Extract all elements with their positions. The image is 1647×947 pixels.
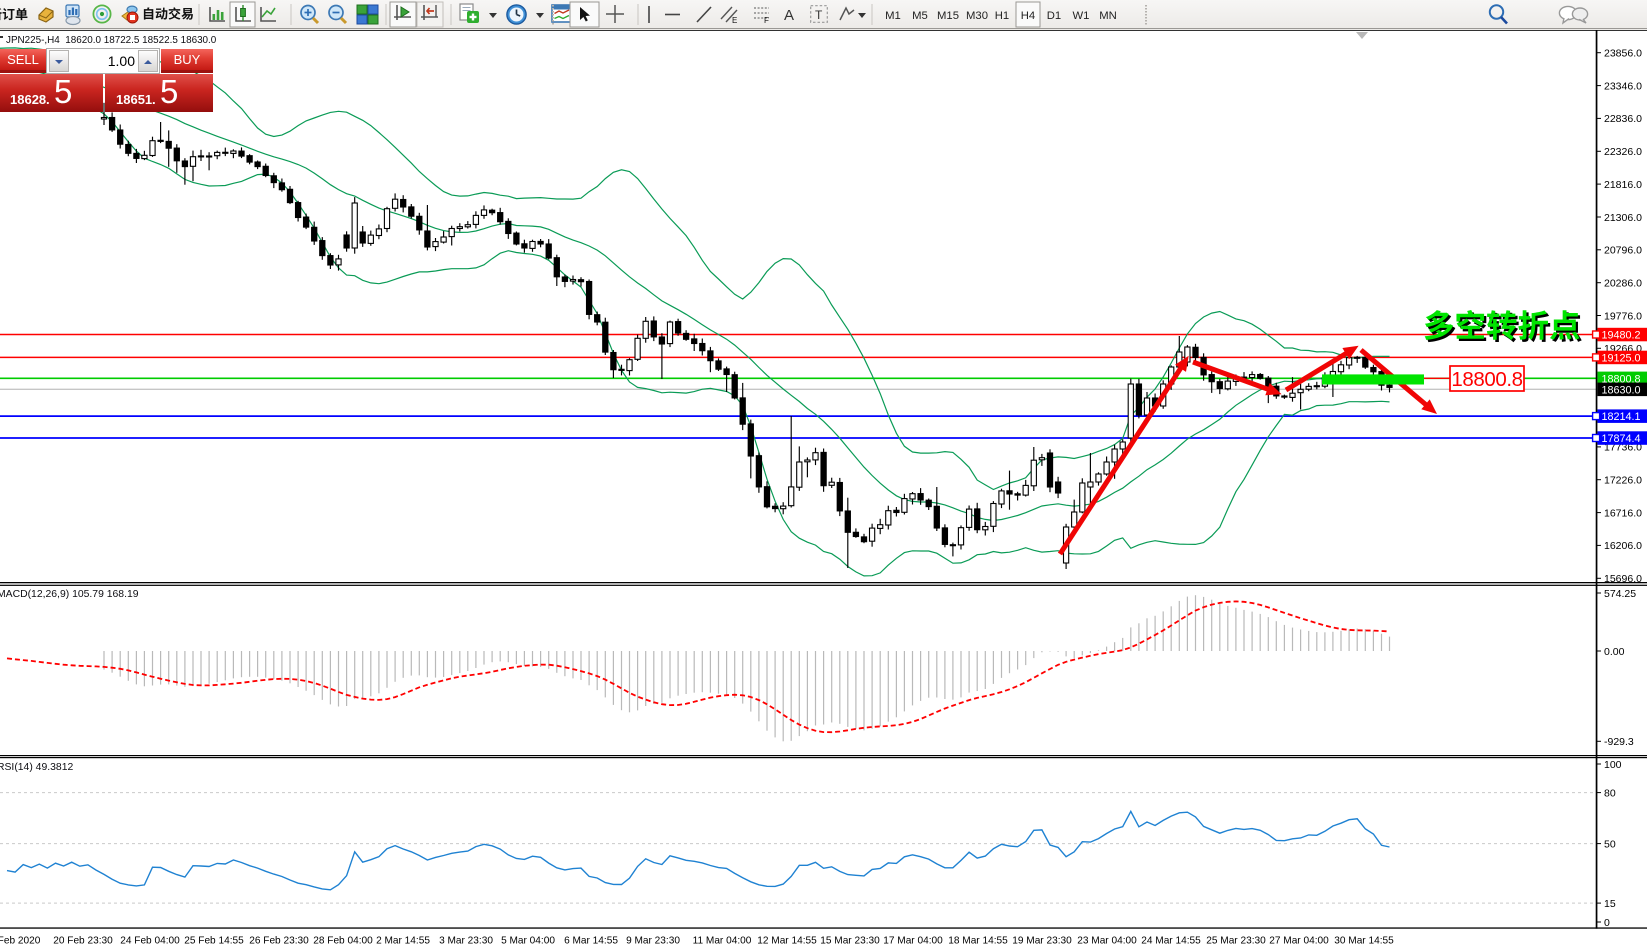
svg-text:18800.8: 18800.8 [1602, 373, 1641, 385]
svg-text:23 Mar 04:00: 23 Mar 04:00 [1077, 936, 1137, 947]
svg-text:18800.8: 18800.8 [1451, 368, 1522, 391]
svg-text:0.00: 0.00 [1604, 646, 1625, 658]
svg-text:E: E [732, 16, 737, 25]
svg-text:15696.0: 15696.0 [1604, 573, 1642, 585]
svg-text:MN: MN [1099, 10, 1117, 22]
svg-text:A: A [784, 7, 794, 24]
svg-text:H4: H4 [1021, 10, 1035, 22]
svg-text:-929.3: -929.3 [1604, 736, 1634, 748]
svg-text:22326.0: 22326.0 [1604, 146, 1642, 158]
svg-text:50: 50 [1604, 838, 1616, 850]
svg-text:M15: M15 [937, 10, 959, 22]
svg-text:17226.0: 17226.0 [1604, 475, 1642, 487]
svg-text:22836.0: 22836.0 [1604, 113, 1642, 125]
svg-text:12 Mar 14:55: 12 Mar 14:55 [757, 936, 817, 947]
svg-text:24 Mar 14:55: 24 Mar 14:55 [1141, 936, 1201, 947]
svg-text:19125.0: 19125.0 [1602, 352, 1641, 364]
svg-text:18214.1: 18214.1 [1602, 411, 1641, 423]
svg-text:25 Mar 23:30: 25 Mar 23:30 [1206, 936, 1266, 947]
svg-text:T: T [815, 8, 823, 22]
svg-text:21306.0: 21306.0 [1604, 212, 1642, 224]
svg-text:23346.0: 23346.0 [1604, 80, 1642, 92]
svg-text:M30: M30 [966, 10, 988, 22]
svg-text:3 Mar 23:30: 3 Mar 23:30 [439, 936, 493, 947]
svg-text:6 Mar 14:55: 6 Mar 14:55 [564, 936, 618, 947]
svg-text:W1: W1 [1073, 10, 1090, 22]
svg-text:20796.0: 20796.0 [1604, 245, 1642, 257]
svg-text:574.25: 574.25 [1604, 588, 1636, 600]
svg-text:26 Feb 23:30: 26 Feb 23:30 [249, 936, 309, 947]
svg-text:17 Mar 04:00: 17 Mar 04:00 [883, 936, 943, 947]
svg-text:18 Mar 14:55: 18 Mar 14:55 [948, 936, 1008, 947]
svg-text:RSI(14) 49.3812: RSI(14) 49.3812 [0, 762, 73, 773]
svg-text:19 Mar 23:30: 19 Mar 23:30 [1012, 936, 1072, 947]
svg-text:MACD(12,26,9) 105.79 168.19: MACD(12,26,9) 105.79 168.19 [0, 589, 139, 600]
svg-text:F: F [764, 16, 769, 25]
svg-text:80: 80 [1604, 787, 1616, 799]
svg-text:16716.0: 16716.0 [1604, 507, 1642, 519]
svg-text:23856.0: 23856.0 [1604, 48, 1642, 60]
svg-text:Feb 2020: Feb 2020 [0, 936, 41, 947]
svg-text:20286.0: 20286.0 [1604, 278, 1642, 290]
svg-text:2 Mar 14:55: 2 Mar 14:55 [376, 936, 430, 947]
svg-text:9 Mar 23:30: 9 Mar 23:30 [626, 936, 680, 947]
svg-text:28 Feb 04:00: 28 Feb 04:00 [313, 936, 373, 947]
svg-text:M1: M1 [885, 10, 901, 22]
svg-text:19776.0: 19776.0 [1604, 310, 1642, 322]
svg-text:18630.0: 18630.0 [1602, 384, 1641, 396]
svg-text:M5: M5 [912, 10, 928, 22]
svg-text:15: 15 [1604, 898, 1616, 910]
svg-text:30 Mar 14:55: 30 Mar 14:55 [1334, 936, 1394, 947]
svg-text:17874.4: 17874.4 [1602, 433, 1641, 445]
svg-text:27 Mar 04:00: 27 Mar 04:00 [1269, 936, 1329, 947]
svg-text:24 Feb 04:00: 24 Feb 04:00 [120, 936, 180, 947]
svg-text:11 Mar 04:00: 11 Mar 04:00 [693, 936, 752, 947]
svg-text:20 Feb 23:30: 20 Feb 23:30 [53, 936, 113, 947]
svg-text:JPN225-,H4 18620.0 18722.5 18: JPN225-,H4 18620.0 18722.5 18522.5 18630… [6, 35, 217, 46]
svg-text:16206.0: 16206.0 [1604, 540, 1642, 552]
svg-text:H1: H1 [995, 10, 1009, 22]
svg-text:0: 0 [1604, 917, 1610, 929]
svg-text:D1: D1 [1047, 10, 1061, 22]
svg-text:15 Mar 23:30: 15 Mar 23:30 [820, 936, 880, 947]
svg-text:25 Feb 14:55: 25 Feb 14:55 [184, 936, 244, 947]
svg-text:100: 100 [1604, 759, 1622, 771]
svg-text:21816.0: 21816.0 [1604, 179, 1642, 191]
svg-text:5 Mar 04:00: 5 Mar 04:00 [501, 936, 555, 947]
svg-text:19480.2: 19480.2 [1602, 330, 1641, 342]
